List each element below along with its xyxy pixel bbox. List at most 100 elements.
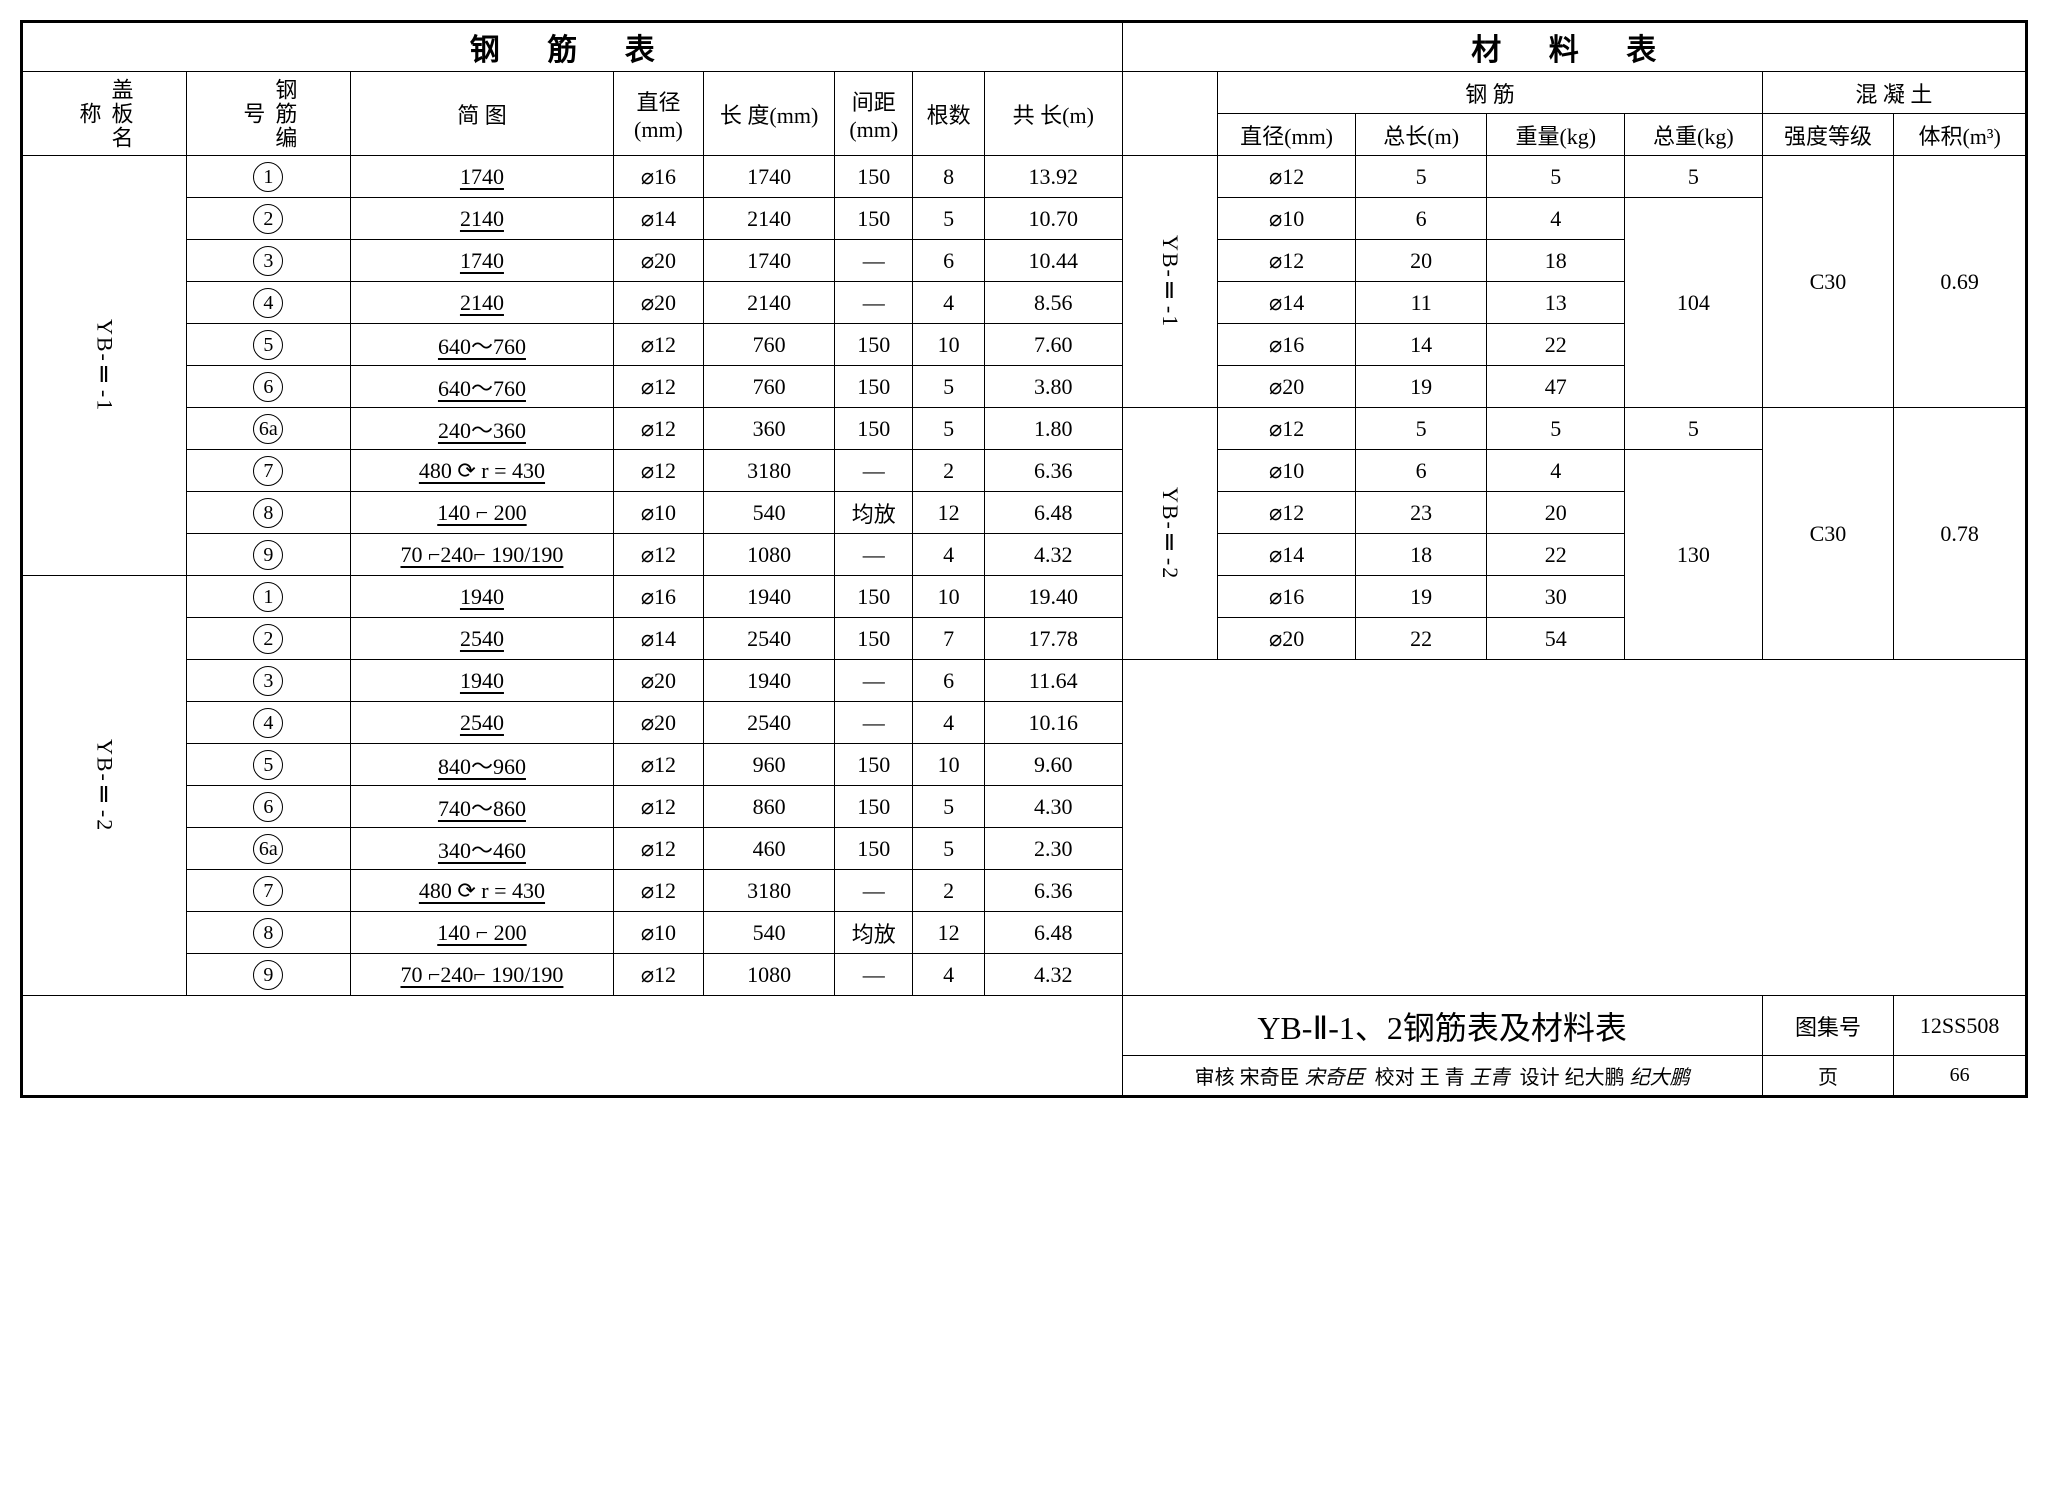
cell-dia: ⌀20	[614, 282, 704, 324]
mat-tl: 23	[1355, 492, 1487, 534]
group-name: YB-Ⅱ-2	[23, 576, 187, 996]
rebar-no: 1	[186, 156, 350, 198]
blank-area	[1122, 660, 2025, 996]
cell-dia: ⌀16	[614, 576, 704, 618]
cell-len: 860	[703, 786, 835, 828]
mat-wt: 13	[1487, 282, 1625, 324]
cell-ct: 5	[913, 198, 985, 240]
cell-len: 760	[703, 366, 835, 408]
mat-tl: 22	[1355, 618, 1487, 660]
mat-group: YB-Ⅱ-2	[1122, 408, 1218, 660]
rebar-no: 5	[186, 744, 350, 786]
cell-ct: 10	[913, 324, 985, 366]
cell-tl: 6.48	[984, 492, 1122, 534]
sketch-cell: 1940	[350, 660, 613, 702]
mat-dia: ⌀12	[1218, 492, 1356, 534]
hdr-sketch: 简 图	[350, 72, 613, 156]
sketch-cell: 840～960	[350, 744, 613, 786]
rebar-no: 5	[186, 324, 350, 366]
cell-dia: ⌀12	[614, 534, 704, 576]
cell-len: 960	[703, 744, 835, 786]
cell-sp: —	[835, 450, 913, 492]
mat-dia: ⌀20	[1218, 366, 1356, 408]
rebar-no: 2	[186, 198, 350, 240]
cell-sp: —	[835, 282, 913, 324]
sketch-cell: 1940	[350, 576, 613, 618]
title-left: 钢 筋 表	[23, 23, 1123, 72]
hdr-weight: 重量(kg)	[1487, 114, 1625, 156]
cell-tl: 6.48	[984, 912, 1122, 954]
sketch-cell: 240～360	[350, 408, 613, 450]
cell-len: 1740	[703, 240, 835, 282]
mat-grade: C30	[1762, 156, 1894, 408]
mat-tl: 6	[1355, 450, 1487, 492]
cell-sp: 150	[835, 576, 913, 618]
cell-ct: 5	[913, 786, 985, 828]
mat-dia: ⌀12	[1218, 156, 1356, 198]
cell-tl: 17.78	[984, 618, 1122, 660]
mat-dia: ⌀16	[1218, 324, 1356, 366]
sketch-cell: 640～760	[350, 324, 613, 366]
sketch-cell: 140 ⌐ 200	[350, 492, 613, 534]
cell-tl: 2.30	[984, 828, 1122, 870]
cell-sp: —	[835, 534, 913, 576]
hdr-grade: 强度等级	[1762, 114, 1894, 156]
rebar-no: 2	[186, 618, 350, 660]
cell-tl: 13.92	[984, 156, 1122, 198]
hdr-count: 根数	[913, 72, 985, 156]
cell-dia: ⌀12	[614, 870, 704, 912]
cell-len: 1080	[703, 954, 835, 996]
mat-wt: 20	[1487, 492, 1625, 534]
cell-ct: 4	[913, 954, 985, 996]
mat-tw: 5	[1625, 156, 1763, 198]
cell-dia: ⌀12	[614, 450, 704, 492]
cell-ct: 12	[913, 912, 985, 954]
sketch-cell: 2140	[350, 282, 613, 324]
cell-ct: 4	[913, 282, 985, 324]
rebar-no: 8	[186, 912, 350, 954]
mat-wt: 22	[1487, 324, 1625, 366]
drawing-sheet: 钢 筋 表 材 料 表 盖板名称 钢筋编号 简 图 直径(mm) 长 度(mm)…	[20, 20, 2028, 1098]
cell-dia: ⌀20	[614, 660, 704, 702]
cell-ct: 6	[913, 240, 985, 282]
sketch-cell: 1740	[350, 240, 613, 282]
mat-dia: ⌀16	[1218, 576, 1356, 618]
cell-len: 760	[703, 324, 835, 366]
cell-ct: 4	[913, 534, 985, 576]
cell-len: 1740	[703, 156, 835, 198]
cell-sp: —	[835, 954, 913, 996]
group-name: YB-Ⅱ-1	[23, 156, 187, 576]
blank-bottom-left	[23, 996, 1123, 1096]
cell-len: 3180	[703, 870, 835, 912]
cell-tl: 7.60	[984, 324, 1122, 366]
cell-sp: 150	[835, 828, 913, 870]
sketch-cell: 2540	[350, 702, 613, 744]
book-no: 12SS508	[1894, 996, 2026, 1056]
cell-tl: 6.36	[984, 870, 1122, 912]
mat-vol: 0.78	[1894, 408, 2026, 660]
cell-len: 2140	[703, 198, 835, 240]
cell-dia: ⌀12	[614, 786, 704, 828]
cell-ct: 5	[913, 366, 985, 408]
cell-ct: 5	[913, 828, 985, 870]
cell-tl: 10.16	[984, 702, 1122, 744]
mat-wt: 22	[1487, 534, 1625, 576]
mat-tl: 5	[1355, 156, 1487, 198]
cell-tl: 8.56	[984, 282, 1122, 324]
cell-sp: 150	[835, 366, 913, 408]
mat-dia: ⌀10	[1218, 450, 1356, 492]
book-no-label: 图集号	[1762, 996, 1894, 1056]
cell-ct: 6	[913, 660, 985, 702]
cell-len: 3180	[703, 450, 835, 492]
cell-len: 2140	[703, 282, 835, 324]
mat-tl: 14	[1355, 324, 1487, 366]
hdr-rebar: 钢 筋	[1218, 72, 1762, 114]
mat-tl: 18	[1355, 534, 1487, 576]
rebar-no: 3	[186, 660, 350, 702]
cell-ct: 2	[913, 870, 985, 912]
rebar-no: 7	[186, 450, 350, 492]
mat-vol: 0.69	[1894, 156, 2026, 408]
sketch-cell: 2540	[350, 618, 613, 660]
cell-sp: 150	[835, 198, 913, 240]
cell-tl: 1.80	[984, 408, 1122, 450]
